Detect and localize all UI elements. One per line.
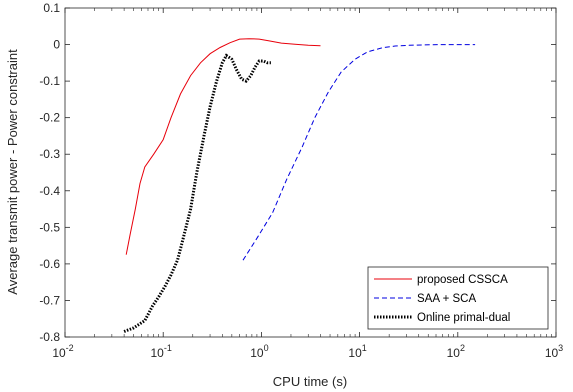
y-tick-label: -0.4 (39, 184, 60, 198)
series-line-online-primal-dual (123, 53, 271, 333)
plot-frame (64, 7, 557, 338)
legend-label: proposed CSSCA (417, 274, 508, 286)
series-layer (123, 38, 476, 333)
x-tick-base: 10 (52, 346, 66, 360)
y-tick-label: -0.6 (39, 257, 60, 271)
x-tick-base: 10 (447, 346, 461, 360)
legend-label: Online primal-dual (417, 312, 510, 324)
x-tick-base: 10 (348, 346, 362, 360)
x-axis-label: CPU time (s) (273, 374, 347, 389)
y-tick-label: -0.3 (39, 147, 60, 161)
x-tick-exponent: -2 (66, 343, 74, 353)
x-tick-exponent: -1 (164, 343, 172, 353)
x-tick-label: 100 (250, 343, 268, 360)
y-tick-label: -0.1 (39, 74, 60, 88)
x-tick-label: 10-1 (151, 343, 172, 360)
y-tick-label: -0.8 (39, 330, 60, 344)
x-tick-base: 10 (250, 346, 264, 360)
series-line-proposed-cssca (125, 38, 321, 255)
y-tick-label: 0.1 (43, 1, 60, 15)
x-tick-label: 10-2 (52, 343, 73, 360)
y-tick-label: -0.7 (39, 293, 60, 307)
legend-label: SAA + SCA (417, 293, 476, 305)
x-tick-label: 102 (447, 343, 465, 360)
x-tick-exponent: 2 (460, 343, 465, 353)
x-tick-exponent: 1 (362, 343, 367, 353)
y-tick-label: -0.2 (39, 111, 60, 125)
legend: proposed CSSCA SAA + SCA Online primal-dua… (367, 266, 549, 330)
x-tick-base: 10 (151, 346, 165, 360)
axis-layer: 0.10-0.1-0.2-0.3-0.4-0.5-0.6-0.7-0.810-2… (39, 1, 563, 360)
y-axis-label: Average transmit power - Power constrain… (5, 49, 20, 295)
y-tick-label: -0.5 (39, 220, 60, 234)
x-tick-exponent: 3 (558, 343, 563, 353)
x-tick-label: 103 (545, 343, 563, 360)
series-line-saa-sca (242, 44, 476, 261)
x-tick-exponent: 0 (264, 343, 269, 353)
x-tick-base: 10 (545, 346, 559, 360)
x-tick-label: 101 (348, 343, 366, 360)
y-tick-label: 0 (53, 38, 60, 52)
